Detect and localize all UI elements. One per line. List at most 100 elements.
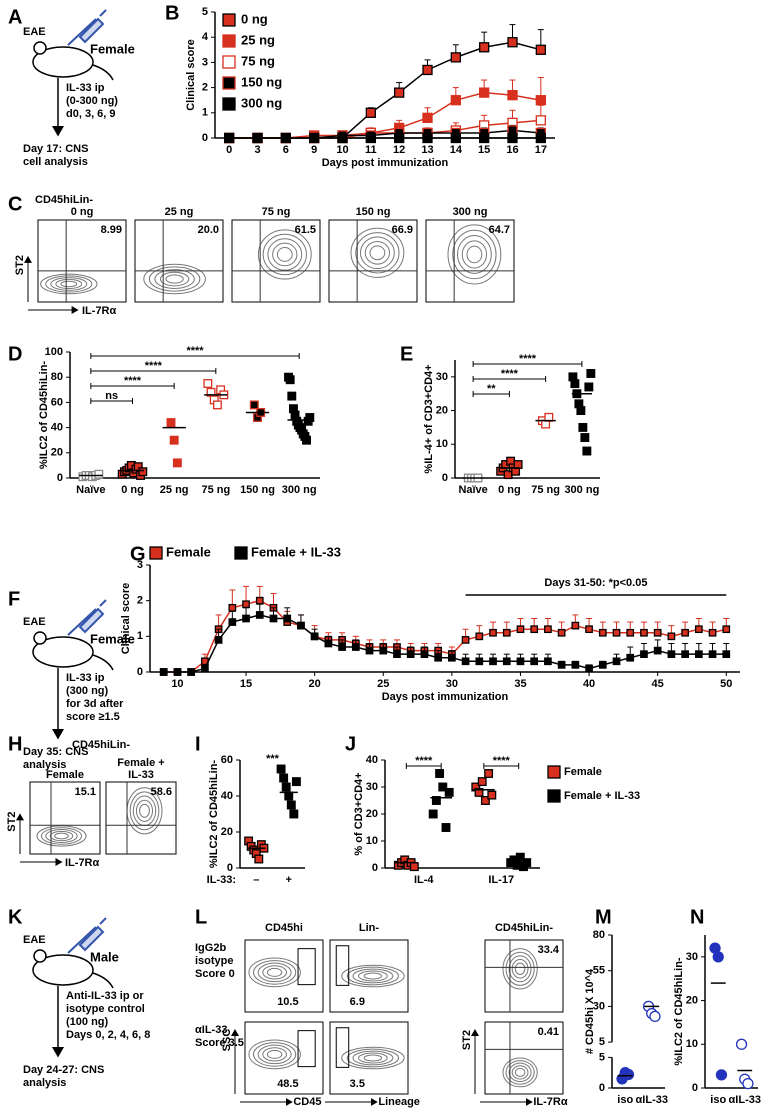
- x-axis-label: IL-7Rα: [533, 1096, 568, 1108]
- marker: [722, 650, 731, 659]
- marker: [475, 632, 484, 641]
- y-tick-label: 5: [599, 1051, 605, 1063]
- x-tick-label: 20: [309, 678, 321, 690]
- marker: [530, 625, 539, 634]
- contour: [360, 236, 395, 270]
- panel-letter: N: [690, 906, 704, 928]
- contour: [514, 962, 526, 975]
- x-tick-label: 35: [514, 678, 526, 690]
- flow-plot: [329, 1021, 409, 1095]
- marker: [489, 628, 497, 637]
- marker: [420, 650, 429, 659]
- marker: [434, 653, 442, 662]
- marker: [715, 1069, 728, 1081]
- significance: ***: [266, 753, 280, 765]
- x-tick-label: 50: [720, 678, 732, 690]
- marker: [582, 446, 592, 456]
- contour: [355, 232, 400, 274]
- y-tick-label: 100: [45, 346, 63, 358]
- x-tick-label: 12: [393, 144, 405, 156]
- y-tick-label: 2: [137, 595, 143, 607]
- plot-label: Female: [46, 769, 84, 781]
- legend-marker: [547, 765, 561, 779]
- marker: [479, 87, 490, 98]
- schematic-step: IL-33 ip: [66, 82, 105, 94]
- y-tick-label: 0: [599, 1082, 605, 1094]
- legend-label: 75 ng: [241, 53, 275, 68]
- x-tick-label: 25 ng: [160, 484, 189, 496]
- marker: [507, 90, 518, 101]
- marker: [287, 391, 297, 401]
- contour: [139, 803, 150, 818]
- marker: [580, 433, 590, 442]
- legend-marker: [222, 76, 236, 90]
- y-tick-label: 30: [686, 951, 698, 963]
- marker: [626, 628, 635, 637]
- marker: [535, 44, 546, 55]
- marker: [338, 643, 346, 651]
- contour: [45, 275, 93, 293]
- percent: 15.1: [75, 786, 96, 798]
- contour: [266, 967, 283, 977]
- gate: [335, 945, 350, 986]
- marker: [255, 611, 264, 619]
- x-tick-label: 10: [336, 144, 348, 156]
- legend-label: 0 ng: [241, 11, 268, 26]
- y-tick-label: 10: [686, 1038, 698, 1050]
- legend-label: Female + IL-33: [564, 790, 640, 802]
- x-tick-label: Naïve: [458, 484, 487, 496]
- marker: [681, 628, 689, 637]
- percent: 6.9: [350, 996, 365, 1008]
- y-tick-label: 60: [221, 754, 233, 766]
- marker: [544, 625, 552, 634]
- marker: [254, 854, 264, 864]
- contour: [148, 266, 201, 292]
- y-tick-label: 30: [366, 781, 378, 793]
- marker: [653, 646, 662, 655]
- panel-letter: D: [8, 343, 22, 365]
- marker: [612, 657, 621, 666]
- legend-label: Female + IL-33: [251, 544, 341, 559]
- contour: [364, 240, 391, 265]
- marker: [667, 632, 676, 641]
- marker: [722, 625, 731, 634]
- marker: [201, 664, 209, 673]
- plot-label: IL-33: [128, 769, 154, 781]
- x-tick-label: IL-4: [414, 874, 434, 886]
- y-tick-label: 3: [137, 559, 143, 571]
- x-tick-label: 25: [377, 678, 389, 690]
- marker: [172, 458, 182, 468]
- mouse-body: [32, 46, 94, 78]
- y-axis-label: Clinical score: [120, 583, 132, 655]
- schematic-endpoint: Day 24-27: CNS: [23, 1064, 104, 1076]
- y-axis-label: # CD45hi X 10^4: [584, 968, 596, 1054]
- contour: [276, 247, 293, 262]
- marker: [305, 413, 315, 422]
- plot-label: 75 ng: [262, 206, 291, 218]
- marker: [516, 625, 525, 634]
- schematic-step: (100 ng): [66, 1016, 109, 1028]
- x-tick-label: 45: [652, 678, 664, 690]
- series-line: [229, 41, 542, 139]
- x-tick-label: Naïve: [76, 484, 105, 496]
- gate: [335, 1027, 350, 1068]
- schematic-endpoint: Day 35: CNS: [23, 746, 88, 758]
- schematic-endpoint: analysis: [23, 759, 66, 771]
- mouse-body: [32, 954, 94, 986]
- contour: [266, 1049, 283, 1059]
- schematic-sex: Male: [90, 949, 119, 964]
- marker: [515, 852, 525, 862]
- x-tick-label: 9: [311, 144, 317, 156]
- mouse-tail: [92, 654, 114, 671]
- marker: [291, 777, 301, 787]
- panel-letter: K: [8, 906, 23, 928]
- contour: [54, 832, 69, 840]
- contour: [50, 277, 88, 291]
- column-title: Lin-: [359, 922, 379, 934]
- contour: [358, 970, 388, 982]
- marker: [585, 625, 593, 634]
- y-axis-label: ST2: [6, 812, 18, 832]
- marker: [159, 668, 168, 676]
